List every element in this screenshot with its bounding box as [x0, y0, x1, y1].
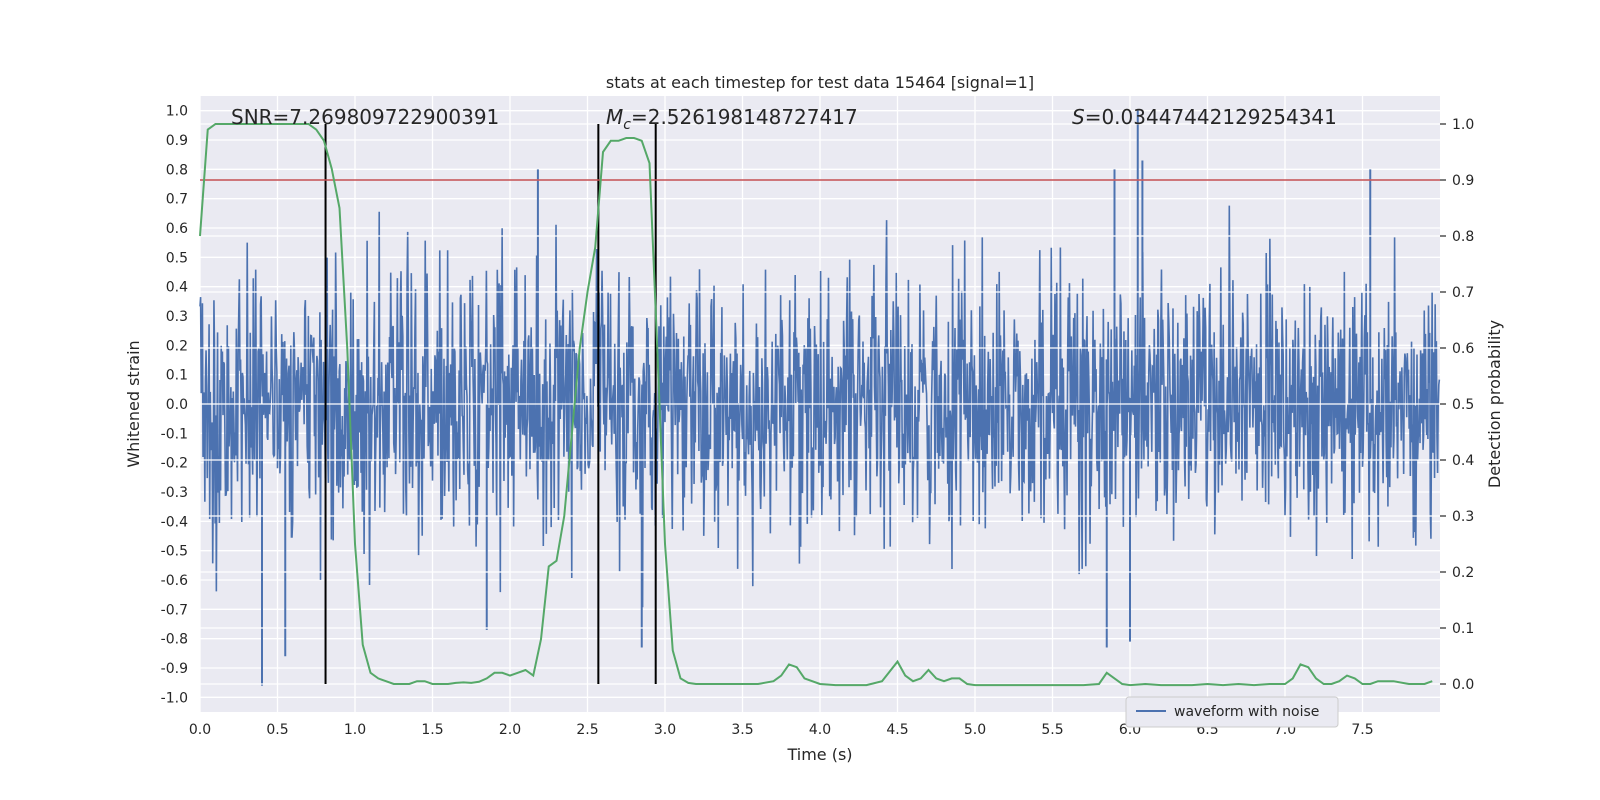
- y-tick-label: 0.1: [166, 368, 188, 384]
- x-tick-label: 4.5: [886, 722, 908, 738]
- x-axis-label: Time (s): [786, 745, 852, 764]
- legend: waveform with noise: [1125, 696, 1339, 728]
- y-tick-label: 0.7: [166, 192, 188, 208]
- y2-axis-label: Detection probability: [1485, 320, 1504, 488]
- y-tick-label: -0.2: [161, 456, 188, 472]
- chirp-mass-subscript: c: [623, 117, 631, 133]
- x-tick-label: 2.0: [499, 722, 521, 738]
- x-tick-label: 7.5: [1351, 722, 1373, 738]
- x-tick-label: 3.0: [654, 722, 676, 738]
- y2-tick-label: 0.5: [1452, 397, 1474, 413]
- y-tick-label: 0.5: [166, 250, 188, 266]
- y-tick-label: -0.1: [161, 426, 188, 442]
- x-tick-label: 1.5: [421, 722, 443, 738]
- y-tick-label: 0.9: [166, 133, 188, 149]
- s-annotation: S=0.03447442129254341: [1072, 105, 1337, 129]
- chirp-mass-symbol: M: [606, 105, 623, 129]
- y-tick-label: -0.9: [161, 661, 188, 677]
- probability-series: [199, 123, 1433, 687]
- s-symbol: S: [1072, 105, 1085, 129]
- snr-annotation: SNR=7.269809722900391: [231, 105, 499, 129]
- x-tick-label: 3.5: [731, 722, 753, 738]
- y-tick-label: 0.0: [166, 397, 188, 413]
- s-value: =0.03447442129254341: [1085, 105, 1337, 129]
- y-tick-label: 0.3: [166, 309, 188, 325]
- x-tick-label: 5.5: [1041, 722, 1063, 738]
- chirp-mass-value: =2.526198148727417: [631, 105, 858, 129]
- y-tick-label: -0.5: [161, 544, 188, 560]
- y2-tick-label: 0.6: [1452, 341, 1474, 357]
- x-tick-label: 5.0: [964, 722, 986, 738]
- y-tick-label: 0.2: [166, 338, 188, 354]
- y-tick-label: -0.7: [161, 602, 188, 618]
- y2-tick-label: 0.3: [1452, 509, 1474, 525]
- x-tick-label: 4.0: [809, 722, 831, 738]
- y-axis-label: Whitened strain: [124, 340, 143, 467]
- y-tick-label: 1.0: [166, 104, 188, 120]
- y-ticks: 1.0 0.9 0.8 0.7 0.6 0.5 0.4 0.3 0.2 0.1 0.0 -0.1 -0.…: [161, 104, 188, 707]
- legend-label-waveform: waveform with noise: [1174, 704, 1319, 720]
- y2-tick-label: 1.0: [1452, 117, 1474, 133]
- y2-tick-label: 0.7: [1452, 285, 1474, 301]
- y-tick-label: -0.3: [161, 485, 188, 501]
- y2-tick-label: 0.1: [1452, 621, 1474, 637]
- y-tick-label: -0.8: [161, 632, 188, 648]
- chart-title: stats at each timestep for test data 154…: [606, 73, 1034, 92]
- y2-tick-label: 0.9: [1452, 173, 1474, 189]
- y2-tick-label: 0.8: [1452, 229, 1474, 245]
- y-tick-label: 0.6: [166, 221, 188, 237]
- y2-tick-label: 0.4: [1452, 453, 1474, 469]
- y-tick-label: -0.6: [161, 573, 188, 589]
- waveform-series: [199, 110, 1441, 686]
- y-tick-label: 0.8: [166, 162, 188, 178]
- y2-tick-label: 0.2: [1452, 565, 1474, 581]
- y2-tick-label: 0.0: [1452, 677, 1474, 693]
- y-tick-label: -1.0: [161, 690, 188, 706]
- x-tick-label: 1.0: [344, 722, 366, 738]
- chirp-mass-annotation: Mc=2.526198148727417: [606, 105, 858, 133]
- x-tick-label: 0.0: [189, 722, 211, 738]
- legend-box: [1125, 696, 1339, 728]
- y-tick-label: 0.4: [166, 280, 188, 296]
- y2-ticks: 1.0 0.9 0.8 0.7 0.6 0.5 0.4 0.3 0.2 0.1 0.0: [1440, 117, 1474, 693]
- grid-overlay: [200, 123, 1440, 685]
- y-tick-label: -0.4: [161, 514, 188, 530]
- waveform-line: [199, 205, 1441, 608]
- x-tick-label: 0.5: [266, 722, 288, 738]
- x-tick-label: 2.5: [576, 722, 598, 738]
